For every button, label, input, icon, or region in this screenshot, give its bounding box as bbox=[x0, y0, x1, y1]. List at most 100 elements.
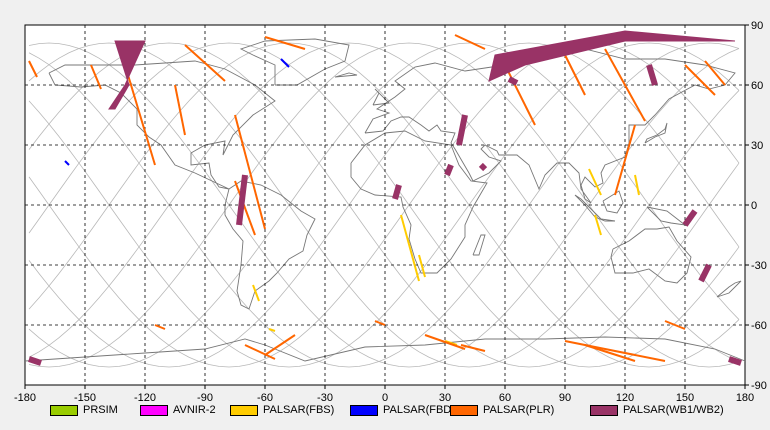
coverage-strip bbox=[268, 328, 276, 332]
grid-layer bbox=[25, 25, 745, 385]
coverage-strip bbox=[594, 214, 602, 236]
coverage-strip bbox=[564, 54, 586, 96]
coverage-strip bbox=[264, 334, 296, 356]
legend-swatch bbox=[50, 404, 78, 416]
coverage-strip bbox=[280, 58, 290, 68]
y-tick-label: -60 bbox=[751, 320, 767, 332]
x-tick-label: 180 bbox=[736, 392, 754, 404]
coverage-strip bbox=[264, 36, 306, 50]
legend-swatch bbox=[350, 404, 378, 416]
legend-item: PRSIM bbox=[50, 402, 118, 418]
legend-label: PRSIM bbox=[83, 404, 118, 416]
coverage-strip bbox=[28, 356, 42, 366]
y-tick-label: 90 bbox=[751, 20, 763, 32]
coverage-strip bbox=[684, 64, 716, 96]
orbit-track bbox=[28, 42, 740, 368]
y-tick-label: 30 bbox=[751, 140, 763, 152]
coverage-strip bbox=[634, 174, 640, 196]
y-tick-label: 0 bbox=[751, 200, 757, 212]
coverage-swath bbox=[108, 40, 146, 110]
x-tick-label: 120 bbox=[616, 392, 634, 404]
coverage-strip bbox=[456, 114, 468, 146]
coverage-strip bbox=[392, 184, 402, 200]
coverage-strip bbox=[234, 114, 266, 230]
legend-item: PALSAR(FBS) bbox=[230, 402, 334, 418]
legend-swatch bbox=[140, 404, 168, 416]
y-tick-label: -30 bbox=[751, 260, 767, 272]
y-tick-label: -90 bbox=[751, 380, 767, 392]
coverage-strip bbox=[444, 163, 454, 177]
legend-label: PALSAR(FBD) bbox=[383, 404, 455, 416]
orbit-track bbox=[28, 42, 740, 368]
coverage-strip bbox=[234, 180, 256, 236]
coastline bbox=[574, 194, 616, 222]
x-tick-label: -60 bbox=[257, 392, 273, 404]
coverage-strip bbox=[507, 76, 519, 86]
x-tick-label: -90 bbox=[197, 392, 213, 404]
coverage-strip bbox=[244, 344, 276, 360]
coverage-strip bbox=[704, 60, 726, 86]
orbit-track bbox=[28, 42, 740, 368]
legend: PRSIM AVNIR-2 PALSAR(FBS) PALSAR(FBD) PALSAR… bbox=[50, 402, 750, 420]
coverage-strip bbox=[90, 64, 102, 90]
legend-label: PALSAR(WB1/WB2) bbox=[623, 404, 724, 416]
x-tick-label: 60 bbox=[499, 392, 511, 404]
coverage-strip bbox=[460, 344, 486, 352]
x-tick-label: 30 bbox=[439, 392, 451, 404]
x-tick-label: -180 bbox=[14, 392, 36, 404]
coverage-strip bbox=[564, 340, 666, 362]
coverage-swath bbox=[488, 30, 736, 82]
coastline bbox=[646, 206, 687, 226]
coverage-strip bbox=[64, 160, 70, 166]
coastline bbox=[334, 72, 358, 78]
x-tick-label: 0 bbox=[382, 392, 388, 404]
coastline bbox=[610, 226, 692, 284]
legend-label: PALSAR(PLR) bbox=[483, 404, 555, 416]
x-tick-label: -150 bbox=[74, 392, 96, 404]
x-tick-label: -120 bbox=[134, 392, 156, 404]
orbit-track bbox=[28, 42, 740, 368]
coastline bbox=[48, 60, 276, 190]
coverage-strip bbox=[374, 320, 386, 326]
coastline bbox=[239, 38, 350, 86]
coverage-strip bbox=[614, 124, 636, 196]
coverage-strip bbox=[418, 254, 426, 278]
orbit-track bbox=[28, 42, 740, 368]
legend-item: PALSAR(WB1/WB2) bbox=[590, 402, 724, 418]
coverage-strip bbox=[646, 64, 658, 86]
coverage-strip bbox=[504, 64, 536, 126]
coastline bbox=[644, 122, 668, 144]
orbit-track bbox=[28, 42, 740, 368]
coverage-layer bbox=[28, 30, 742, 366]
coverage-strip bbox=[174, 84, 186, 136]
coastline bbox=[224, 180, 316, 310]
coverage-strip bbox=[588, 168, 602, 196]
coastline bbox=[24, 336, 746, 362]
legend-swatch bbox=[230, 404, 258, 416]
coverage-strip bbox=[728, 356, 742, 366]
x-tick-label: 150 bbox=[676, 392, 694, 404]
coverage-strip bbox=[154, 324, 166, 330]
legend-label: AVNIR-2 bbox=[173, 404, 216, 416]
legend-label: PALSAR(FBS) bbox=[263, 404, 335, 416]
coastline bbox=[716, 280, 742, 298]
legend-item: PALSAR(PLR) bbox=[450, 402, 554, 418]
coverage-strip bbox=[124, 64, 156, 166]
orbit-track bbox=[28, 42, 740, 368]
x-tick-label: -30 bbox=[317, 392, 333, 404]
legend-swatch bbox=[450, 404, 478, 416]
coverage-strip bbox=[28, 60, 38, 78]
coverage-strip bbox=[236, 174, 248, 226]
coastline bbox=[472, 234, 486, 256]
coverage-strip bbox=[584, 344, 636, 362]
coverage-strip bbox=[424, 334, 466, 350]
x-tick-label: 90 bbox=[559, 392, 571, 404]
coastline bbox=[372, 88, 390, 106]
legend-item: AVNIR-2 bbox=[140, 402, 216, 418]
coverage-strip bbox=[682, 209, 698, 227]
tick-label-layer: -180 -150 -120 -90 -60 -30 0 30 60 90 120 150 180 90 6… bbox=[14, 20, 767, 404]
coverage-strip bbox=[664, 320, 686, 330]
coverage-strip bbox=[478, 162, 488, 172]
